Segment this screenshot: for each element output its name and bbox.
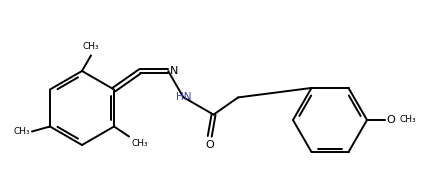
Text: CH₃: CH₃ bbox=[399, 116, 416, 124]
Text: O: O bbox=[386, 115, 395, 125]
Text: CH₃: CH₃ bbox=[14, 127, 30, 136]
Text: CH₃: CH₃ bbox=[131, 139, 148, 147]
Text: O: O bbox=[206, 140, 214, 150]
Text: N: N bbox=[170, 66, 179, 76]
Text: CH₃: CH₃ bbox=[83, 42, 99, 51]
Text: HN: HN bbox=[176, 92, 191, 102]
